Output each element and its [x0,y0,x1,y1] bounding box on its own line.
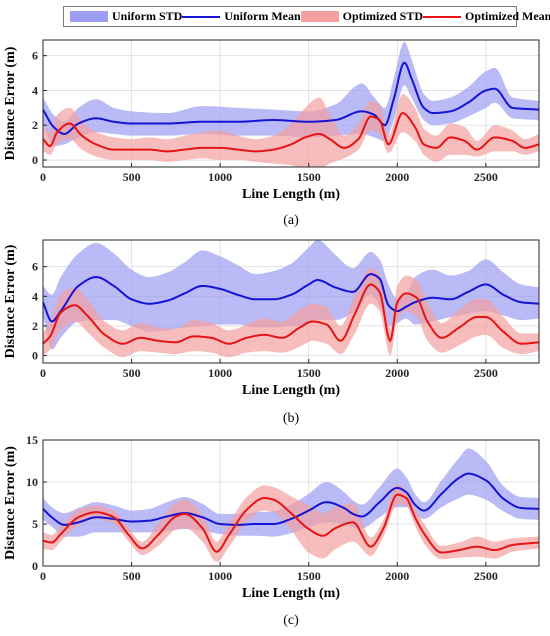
panel-caption: (b) [283,411,300,426]
y-tick-label: 0 [32,349,38,363]
band-uniform-std [43,41,539,147]
x-tick-label: 2500 [474,569,498,583]
plot-series [43,41,539,167]
band-optimized-std [43,268,539,358]
legend-label-uniform-mean: Uniform Mean [224,9,301,23]
y-tick-label: 0 [32,153,38,167]
x-tick-label: 1500 [297,366,321,380]
x-tick-label: 2000 [385,569,409,583]
x-axis-label: Line Length (m) [242,187,340,202]
legend-swatch-optimized-std [300,11,339,22]
x-tick-label: 1500 [297,170,321,184]
x-tick-label: 2500 [474,366,498,380]
chart-panel-2: 0 500 1000 1500 2000 2500 0 2 4 6 Line Length (m) D… [3,239,540,426]
line-optimized-mean [43,283,539,345]
legend-swatch-uniform-std [70,11,108,22]
y-axis-label: Distance Error (m) [3,244,18,358]
panel-caption: (a) [283,213,299,228]
line-uniform-mean [43,273,539,323]
x-axis-label: Line Length (m) [242,586,340,601]
legend-swatch-optimized-mean [423,15,462,18]
chart-panel-3: 0 500 1000 1500 2000 2500 0 5 10 15 Line Length (m… [3,433,540,628]
axes-frame [42,239,540,364]
y-tick-label: 10 [26,475,38,489]
axes-frame [42,39,540,168]
band-optimized-std [43,93,539,167]
line-optimized-mean [43,493,539,554]
x-tick-label: 1000 [208,366,232,380]
x-axis-label: Line Length (m) [242,383,340,398]
legend-label-uniform-std: Uniform STD [112,9,183,23]
x-tick-label: 500 [123,170,141,184]
legend-label-optimized-mean: Optimized Mean [465,9,550,23]
y-tick-label: 5 [32,517,38,531]
x-tick-label: 2500 [474,170,498,184]
line-uniform-mean [43,61,539,135]
x-tick-label: 0 [40,366,46,380]
plot-series [43,240,539,358]
band-optimized-std [43,484,539,562]
x-tick-label: 0 [40,569,46,583]
x-tick-label: 1000 [208,170,232,184]
legend-item-optimized-mean: Optimized Mean [423,9,550,24]
y-tick-label: 0 [32,559,38,573]
chart-legend: Uniform STD Uniform Mean Optimized STD O… [63,6,550,27]
y-axis-label: Distance Error (m) [3,446,18,560]
legend-item-optimized-std: Optimized STD [300,9,424,24]
y-tick-label: 6 [32,49,38,63]
line-optimized-mean [43,112,539,153]
x-tick-label: 1000 [208,569,232,583]
legend-item-uniform-mean: Uniform Mean [182,9,301,24]
x-tick-label: 500 [123,569,141,583]
legend-label-optimized-std: Optimized STD [342,9,424,23]
x-tick-label: 500 [123,366,141,380]
x-tick-label: 2000 [385,170,409,184]
y-tick-label: 2 [32,319,38,333]
y-tick-label: 15 [26,433,38,447]
plot-series [43,448,539,562]
x-tick-label: 1500 [297,569,321,583]
chart-panel-1: 0 500 1000 1500 2000 2500 0 2 4 6 Line Length (m) D… [3,39,540,228]
panel-caption: (c) [283,613,299,628]
y-tick-label: 4 [32,83,38,97]
legend-item-uniform-std: Uniform STD [70,9,182,24]
x-tick-label: 0 [40,170,46,184]
y-axis-label: Distance Error (m) [3,46,18,160]
legend-swatch-uniform-mean [182,15,221,18]
line-uniform-mean [43,472,539,526]
y-tick-label: 6 [32,260,38,274]
x-tick-label: 2000 [385,366,409,380]
axes-frame [42,439,540,567]
y-tick-label: 4 [32,289,38,303]
y-tick-label: 2 [32,118,38,132]
